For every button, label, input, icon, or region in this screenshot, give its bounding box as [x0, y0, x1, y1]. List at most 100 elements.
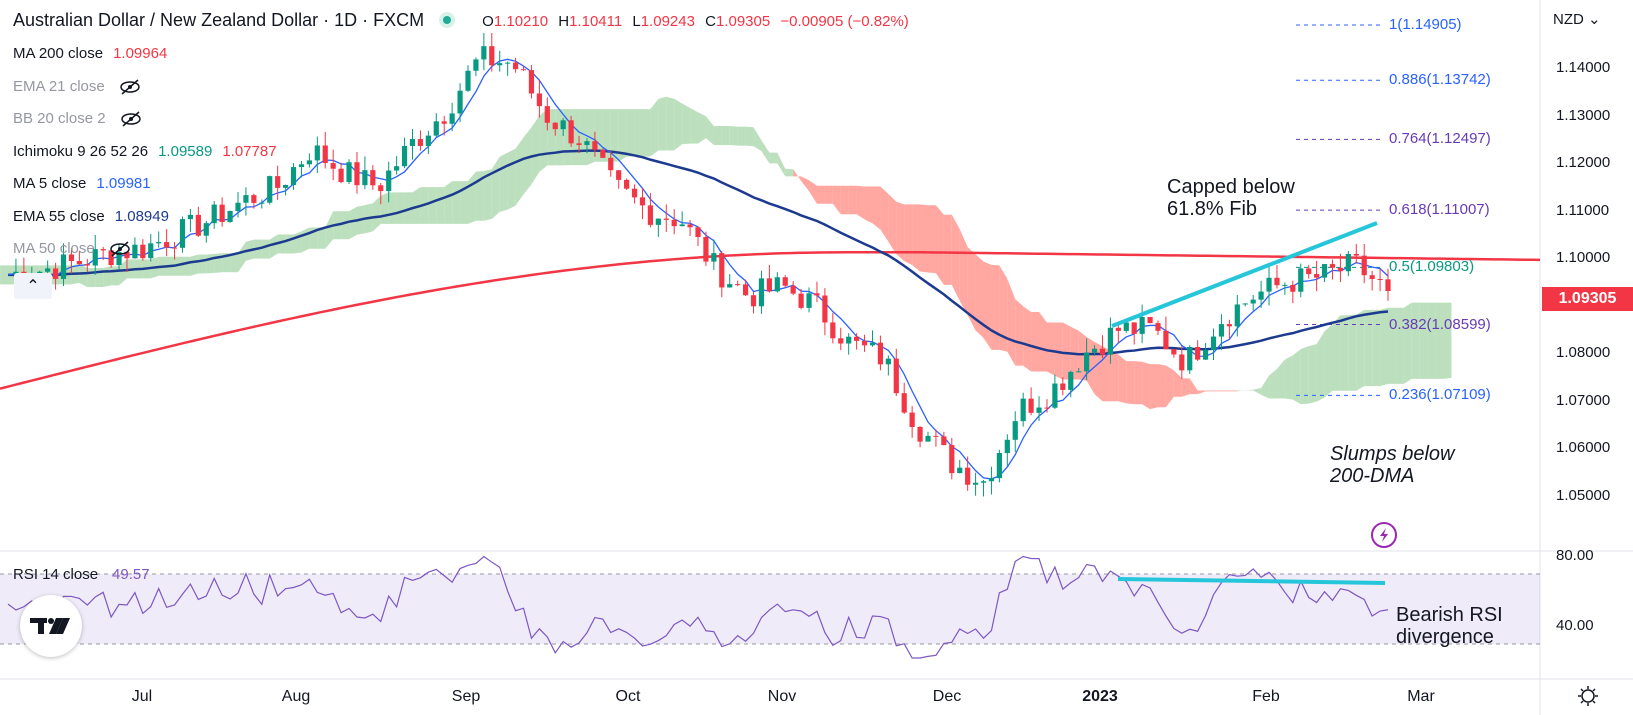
candle-body: [568, 120, 574, 144]
rsi-label[interactable]: RSI 14 close: [13, 566, 99, 583]
tradingview-logo[interactable]: [20, 595, 82, 657]
candle-body: [576, 143, 582, 145]
ichimoku-cloud-segment: [1253, 388, 1262, 395]
candle-body: [330, 163, 336, 169]
ichimoku-cloud-segment: [396, 192, 405, 224]
candle-body: [544, 106, 550, 123]
candle-body: [378, 185, 384, 192]
ema55-line: [7, 149, 1389, 356]
candle-body: [1036, 407, 1042, 413]
ichimoku-cloud-segment: [1007, 278, 1016, 366]
candle-body: [1314, 274, 1320, 278]
candle-body: [671, 219, 677, 227]
indicator-legend-item[interactable]: MA 50 close: [13, 240, 131, 257]
candle-body: [1187, 346, 1193, 371]
candle-body: [1060, 383, 1066, 390]
ichimoku-cloud-segment: [1276, 359, 1285, 399]
symbol-title[interactable]: Australian Dollar / New Zealand Dollar ·…: [13, 10, 425, 30]
ichimoku-cloud-segment: [230, 253, 238, 273]
ichimoku-cloud-segment: [848, 185, 857, 215]
candle-body: [1139, 316, 1145, 334]
ichimoku-cloud-segment: [1269, 368, 1277, 399]
ichimoku-cloud-segment: [1110, 350, 1119, 402]
chevron-up-icon: ⌃: [26, 278, 40, 295]
last-price-tag: 1.09305: [1542, 287, 1633, 311]
candle-body: [306, 160, 312, 165]
candle-body: [1282, 284, 1288, 286]
candle-body: [1377, 279, 1383, 281]
indicator-legend-item[interactable]: EMA 21 close: [13, 78, 141, 95]
candle-body: [647, 205, 654, 225]
price-axis-tick: 1.10000: [1556, 249, 1611, 266]
ichimoku-cloud-segment: [0, 265, 9, 285]
candle-body: [901, 393, 907, 413]
candle-body: [965, 467, 971, 485]
indicator-legend-item[interactable]: MA 5 close 1.09981: [13, 175, 161, 192]
price-axis-tick: 1.13000: [1556, 106, 1611, 124]
chevron-down-icon: ⌄: [1583, 11, 1601, 28]
candle-body: [1052, 383, 1058, 408]
ichimoku-cloud-segment: [801, 176, 810, 192]
indicator-legend-item[interactable]: MA 200 close 1.09964: [13, 45, 177, 62]
eye-hidden-icon: [109, 241, 130, 257]
indicator-legend-item[interactable]: Ichimoku 9 26 52 26 1.09589 1.07787: [13, 143, 287, 160]
candle-body: [1329, 264, 1336, 268]
indicator-value: 1.09589: [158, 142, 213, 160]
rsi-legend: RSI 14 close 49.57: [13, 566, 160, 583]
candle-body: [941, 436, 947, 446]
candle-body: [742, 284, 749, 296]
ichimoku-cloud-segment: [1340, 315, 1349, 391]
annotation-slumps: Slumps below 200-DMA: [1330, 443, 1455, 487]
indicator-legend-item[interactable]: BB 20 close 2: [13, 110, 142, 127]
candle-body: [624, 179, 630, 189]
ichimoku-cloud-segment: [840, 185, 849, 215]
candle-body: [655, 218, 661, 225]
fib-level-label: 0.236(1.07109): [1389, 386, 1491, 404]
candle-body: [639, 197, 646, 206]
candle-body: [711, 253, 717, 262]
candle-body: [156, 242, 162, 244]
indicator-value: 1.08949: [114, 207, 169, 225]
ichimoku-cloud-segment: [920, 204, 928, 273]
candle-body: [92, 249, 98, 266]
candle-body: [108, 250, 114, 266]
ichimoku-cloud-segment: [935, 205, 944, 285]
candle-body: [1131, 322, 1137, 334]
candle-body: [528, 70, 535, 94]
candle-body: [164, 242, 170, 248]
currency-selector[interactable]: NZD ⌄: [1553, 11, 1601, 28]
candle-body: [830, 322, 836, 339]
candle-body: [489, 46, 495, 66]
candle-body: [259, 202, 265, 204]
candle-body: [790, 285, 796, 294]
eye-hidden-icon: [120, 111, 141, 127]
candle-body: [1091, 348, 1098, 353]
ichimoku-cloud-segment: [444, 181, 453, 224]
ichimoku-cloud-segment: [372, 195, 381, 232]
ichimoku-cloud-segment: [388, 192, 397, 224]
ichimoku-cloud-segment: [1284, 355, 1293, 400]
price-axis-tick: 1.14000: [1556, 59, 1611, 76]
ichimoku-cloud-segment: [1039, 312, 1047, 372]
ichimoku-cloud-segment: [1229, 390, 1238, 392]
candle-body: [282, 184, 289, 188]
ichimoku-cloud-segment: [1173, 370, 1182, 397]
ichimoku-cloud-segment: [793, 169, 802, 181]
candle-body: [1155, 323, 1161, 331]
price-axis-tick: 1.05000: [1556, 486, 1611, 504]
ichimoku-cloud-segment: [507, 148, 516, 210]
candle-body: [727, 284, 733, 288]
fib-level-label: 0.5(1.09803): [1389, 258, 1475, 276]
ichimoku-cloud-segment: [190, 254, 199, 276]
ichimoku-cloud-segment: [531, 115, 540, 185]
ichimoku-cloud-segment: [650, 98, 659, 157]
fib-level-label: 0.382(1.08599): [1389, 315, 1491, 333]
indicator-legend-item[interactable]: EMA 55 close 1.08949: [13, 208, 179, 225]
candle-body: [465, 70, 471, 91]
price-axis-tick: 1.12000: [1556, 154, 1611, 171]
candle-body: [972, 482, 979, 485]
candle-body: [417, 139, 424, 146]
ichimoku-cloud-segment: [1205, 390, 1214, 392]
collapse-legend-button[interactable]: ⌃: [14, 273, 52, 299]
